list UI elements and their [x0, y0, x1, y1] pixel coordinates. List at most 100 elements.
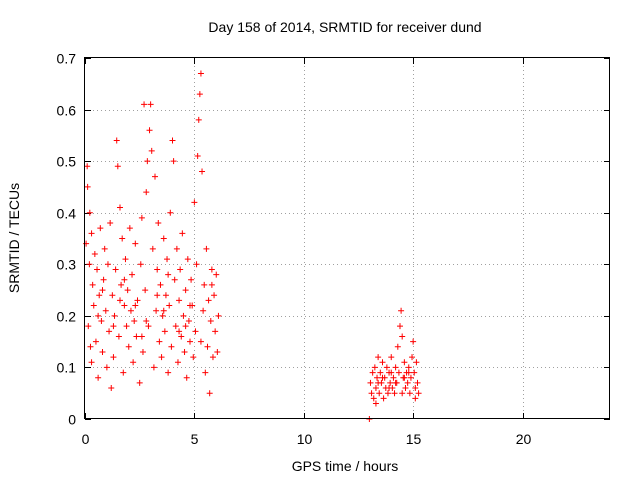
data-point	[126, 225, 133, 232]
data-point	[118, 281, 125, 288]
data-point	[162, 292, 169, 299]
data-point	[91, 250, 98, 257]
data-point	[137, 261, 144, 268]
data-point	[200, 307, 207, 314]
data-point	[152, 173, 158, 180]
data-point	[179, 230, 186, 237]
data-point	[413, 359, 420, 366]
data-point	[407, 374, 414, 381]
data-point	[172, 323, 179, 330]
y-tick-label: 0.3	[57, 257, 77, 273]
data-point	[401, 374, 408, 381]
data-point	[397, 323, 403, 330]
data-point	[204, 343, 211, 350]
data-point	[208, 266, 215, 273]
y-tick-label: 0.2	[57, 309, 77, 325]
data-point	[114, 163, 121, 170]
data-point	[196, 91, 203, 98]
data-point	[405, 369, 412, 376]
data-point	[371, 364, 378, 371]
data-point	[368, 390, 375, 397]
data-point	[367, 379, 374, 386]
data-point	[134, 297, 141, 304]
data-point	[174, 359, 181, 366]
data-point	[95, 312, 102, 319]
data-point	[202, 369, 209, 376]
data-point	[390, 374, 397, 381]
data-point	[110, 323, 117, 330]
data-point	[90, 302, 97, 309]
data-point	[404, 379, 411, 386]
data-point	[215, 312, 222, 319]
data-point	[143, 318, 150, 325]
data-point	[92, 338, 99, 345]
x-tick-label: 15	[406, 431, 422, 447]
data-point	[147, 101, 154, 108]
data-point	[106, 328, 113, 335]
data-point	[117, 297, 123, 304]
data-point	[112, 266, 119, 273]
data-point	[111, 312, 118, 319]
data-point	[394, 343, 401, 350]
data-point	[86, 209, 93, 216]
data-point	[194, 152, 201, 159]
data-point	[122, 256, 129, 263]
data-point	[158, 354, 165, 361]
data-point	[173, 245, 180, 252]
data-point	[177, 266, 184, 273]
data-point	[157, 281, 164, 288]
data-point	[392, 379, 399, 386]
data-point	[205, 297, 212, 304]
data-point	[401, 359, 408, 366]
data-point	[376, 390, 383, 397]
data-point	[182, 323, 189, 330]
data-point	[180, 312, 187, 319]
data-point	[399, 333, 406, 340]
data-point	[374, 374, 381, 381]
data-point	[131, 318, 138, 325]
data-point	[406, 390, 413, 397]
data-point	[85, 323, 92, 330]
data-point	[414, 379, 421, 386]
data-point	[165, 369, 172, 376]
data-point	[121, 276, 128, 283]
data-point	[94, 266, 101, 273]
data-point	[156, 338, 163, 345]
data-point	[139, 348, 146, 355]
data-point	[214, 348, 221, 355]
data-point	[168, 343, 175, 350]
data-point	[154, 266, 161, 273]
data-point	[129, 271, 136, 278]
data-point	[412, 395, 419, 402]
data-point	[164, 256, 171, 263]
data-point	[97, 225, 104, 232]
y-axis-label: SRMTID / TECUs	[6, 183, 22, 293]
data-point	[119, 235, 126, 242]
data-point	[193, 261, 200, 268]
x-tick-label: 0	[82, 431, 90, 447]
plot-frame	[84, 57, 610, 419]
data-point	[171, 276, 178, 283]
data-point	[181, 348, 188, 355]
data-point	[206, 390, 213, 397]
data-point	[191, 199, 198, 206]
data-point	[197, 338, 204, 345]
data-point	[372, 400, 379, 407]
data-point	[203, 245, 210, 252]
data-point	[409, 354, 416, 361]
data-point	[398, 307, 405, 314]
data-point	[386, 385, 393, 392]
data-point	[208, 281, 215, 288]
data-point	[383, 364, 390, 371]
data-point	[102, 307, 109, 314]
data-point	[369, 369, 376, 376]
data-point	[195, 116, 202, 123]
data-point	[132, 302, 139, 309]
data-point	[169, 137, 176, 144]
data-point	[98, 318, 105, 325]
data-point	[153, 307, 160, 314]
data-point	[88, 230, 95, 237]
data-point	[182, 287, 189, 294]
data-point	[155, 220, 162, 227]
